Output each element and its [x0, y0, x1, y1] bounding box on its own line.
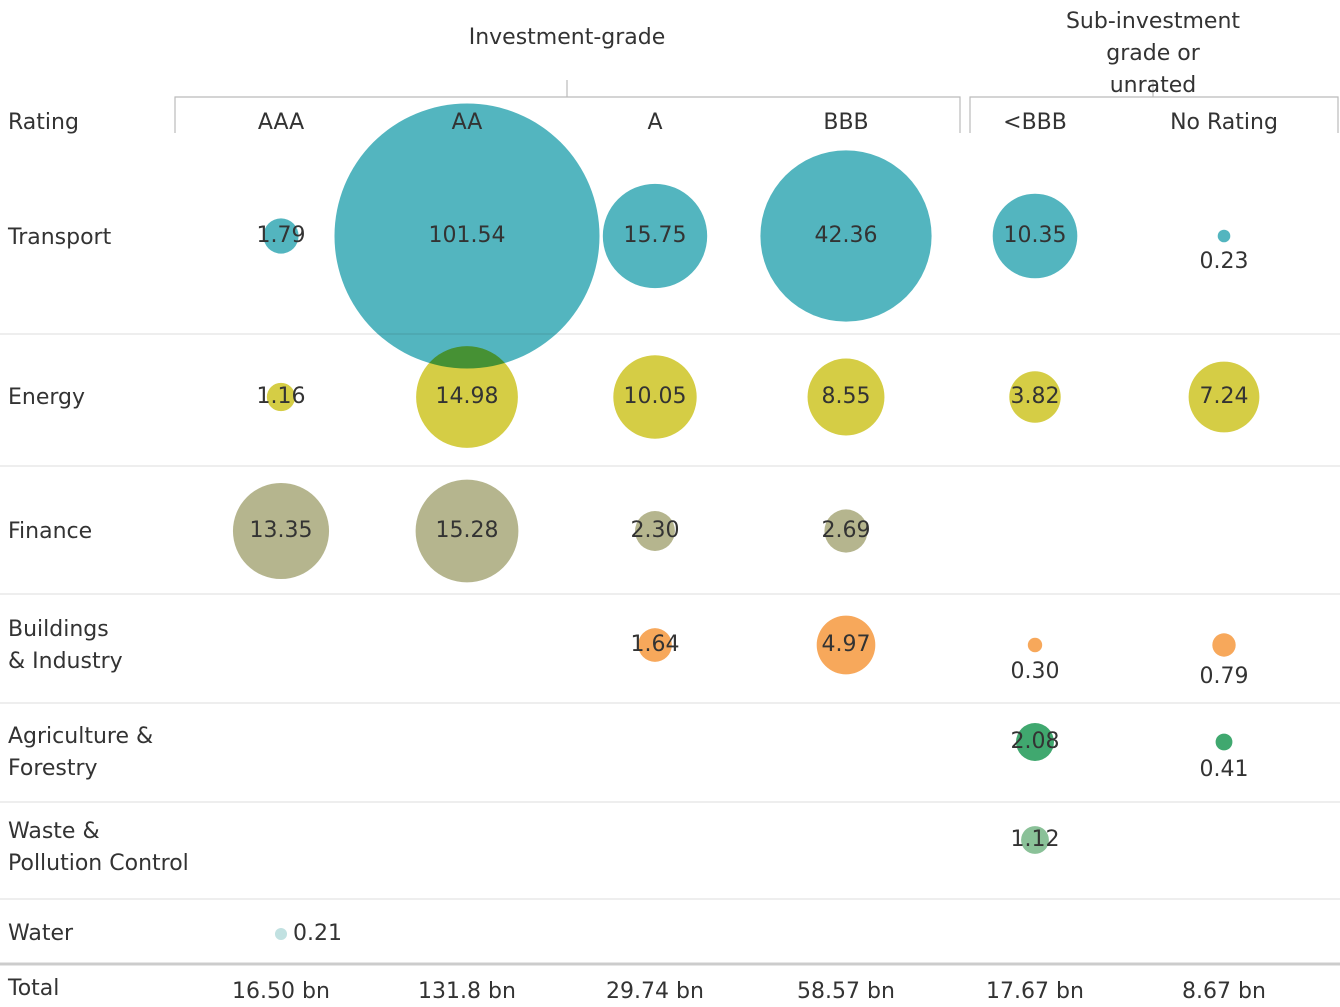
column-label: AA	[451, 110, 483, 135]
total-label: Total	[8, 976, 60, 1001]
value-label: 10.35	[1003, 223, 1067, 248]
total-value: 58.57 bn	[797, 979, 895, 1004]
group-brackets	[174, 80, 1339, 133]
column-label: <BBB	[1003, 110, 1067, 135]
value-label: 2.30	[630, 518, 680, 543]
bubble	[415, 479, 519, 583]
bubble	[602, 183, 708, 289]
value-label: 1.79	[256, 223, 306, 248]
bubble	[816, 615, 876, 675]
bubble	[1027, 637, 1043, 653]
bubble	[1212, 633, 1236, 657]
bubble	[824, 509, 868, 553]
value-label: 2.69	[821, 518, 871, 543]
row-label: Finance	[8, 519, 93, 544]
bubble	[334, 103, 600, 369]
bubble	[992, 193, 1078, 279]
column-label: No Rating	[1170, 110, 1278, 135]
value-label: 101.54	[428, 223, 506, 248]
value-label: 10.05	[623, 384, 687, 409]
bracket	[969, 96, 1339, 133]
row-label: Buildings & Industry	[8, 617, 123, 674]
value-label: 15.28	[435, 518, 499, 543]
value-label: 14.98	[435, 384, 499, 409]
value-label: 0.30	[1010, 659, 1060, 685]
bubble	[1009, 371, 1061, 423]
value-label: 0.41	[1199, 757, 1249, 783]
total-value: 29.74 bn	[606, 979, 704, 1004]
column-label: BBB	[823, 110, 869, 135]
bubble	[638, 628, 672, 662]
value-label: 13.35	[249, 518, 313, 543]
value-label: 15.75	[623, 223, 687, 248]
value-label: 42.36	[814, 223, 878, 248]
value-label: 0.79	[1199, 663, 1249, 689]
column-label: AAA	[257, 110, 305, 135]
bubble	[760, 150, 932, 322]
bubble	[635, 511, 675, 551]
value-label: 8.55	[821, 384, 871, 409]
value-label: 2.08	[1010, 729, 1060, 754]
row-label: Agriculture & Forestry	[8, 724, 154, 781]
bubble	[274, 927, 288, 941]
bubble	[1217, 229, 1231, 243]
group-label: Investment-grade	[468, 25, 666, 50]
bubble	[1021, 826, 1049, 854]
row-header: Rating	[8, 110, 79, 135]
value-label: 7.24	[1199, 384, 1249, 409]
bubble	[1215, 733, 1233, 751]
value-label: 0.21	[293, 921, 342, 946]
value-label: 3.82	[1010, 384, 1060, 409]
value-label: 1.12	[1010, 827, 1060, 852]
value-label: 1.64	[630, 632, 680, 657]
total-value: 8.67 bn	[1182, 979, 1266, 1004]
bubble	[1188, 361, 1260, 433]
row-label: Energy	[8, 385, 86, 410]
bubble	[266, 382, 296, 412]
total-value: 16.50 bn	[232, 979, 330, 1004]
row-label: Waste & Pollution Control	[8, 819, 189, 876]
value-label: 4.97	[821, 632, 871, 657]
value-label: 1.16	[256, 384, 306, 409]
value-label: 0.23	[1199, 249, 1249, 275]
bubble	[1016, 723, 1054, 761]
row-label: Water	[8, 921, 74, 946]
total-value: 131.8 bn	[418, 979, 516, 1004]
bubble	[263, 218, 299, 254]
bubble	[613, 355, 697, 439]
column-label: A	[647, 110, 663, 135]
group-label: Sub-investment grade or unrated	[1065, 9, 1241, 98]
bubble	[416, 346, 518, 448]
bubble	[232, 482, 330, 580]
bubble	[807, 358, 885, 436]
row-label: Transport	[8, 225, 112, 250]
total-value: 17.67 bn	[986, 979, 1084, 1004]
